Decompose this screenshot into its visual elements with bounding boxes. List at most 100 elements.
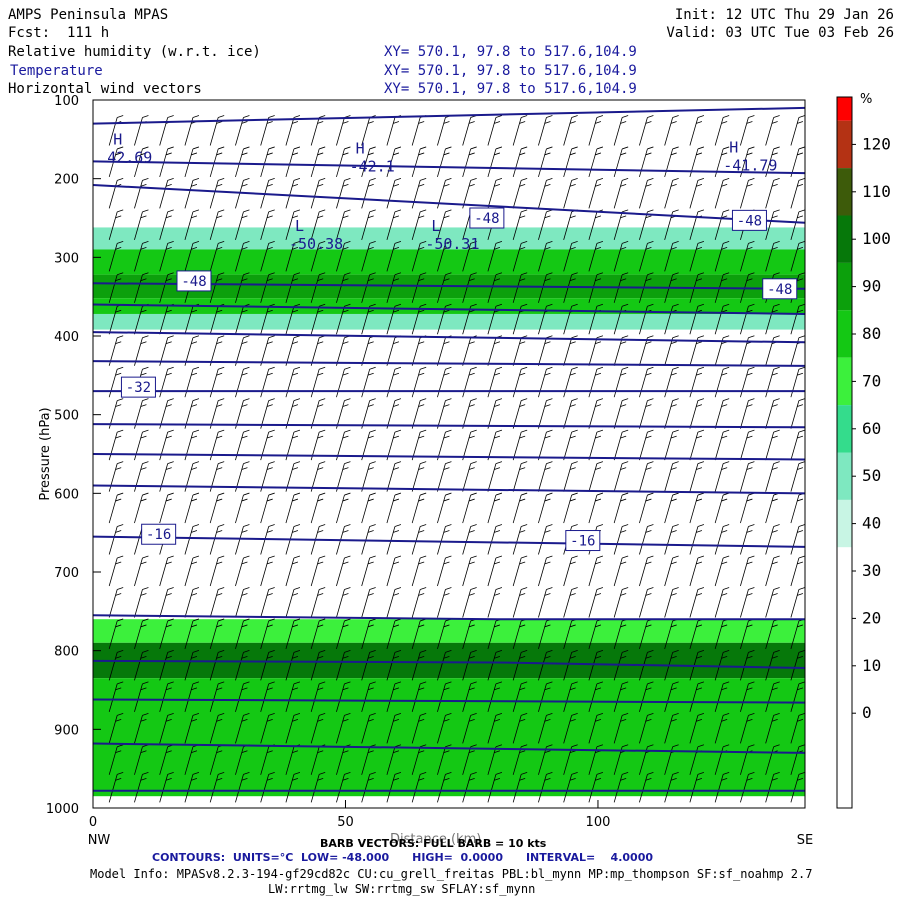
wind-barb bbox=[260, 712, 275, 744]
wind-barb bbox=[790, 240, 806, 272]
wind-barb bbox=[563, 398, 578, 429]
wind-barb bbox=[714, 240, 730, 272]
wind-barb bbox=[310, 303, 326, 335]
colorbar-label: 10 bbox=[862, 656, 881, 675]
wind-barb bbox=[310, 771, 326, 803]
wind-barb bbox=[588, 240, 604, 272]
wind-barb bbox=[512, 272, 528, 303]
wind-barb bbox=[588, 555, 604, 587]
wind-barb bbox=[563, 240, 578, 272]
wind-barb bbox=[538, 650, 553, 681]
wind-barb bbox=[235, 587, 250, 618]
wind-barb bbox=[563, 461, 578, 492]
wind-barb bbox=[689, 240, 705, 272]
wind-barb bbox=[285, 209, 301, 240]
colorbar-label: 50 bbox=[862, 466, 881, 485]
wind-barb bbox=[639, 650, 654, 681]
y-tick-label: 800 bbox=[54, 645, 79, 660]
wind-barb bbox=[209, 771, 225, 803]
wind-barb bbox=[310, 115, 326, 146]
x-end-label-nw: NW bbox=[88, 833, 111, 848]
wind-barb bbox=[285, 771, 301, 803]
wind-barb bbox=[260, 587, 275, 618]
wind-barb bbox=[437, 712, 452, 744]
wind-barb bbox=[108, 712, 124, 744]
wind-barb bbox=[538, 744, 553, 775]
wind-barb bbox=[134, 461, 149, 492]
colorbar-swatch bbox=[837, 310, 852, 358]
wind-barb bbox=[512, 744, 528, 775]
wind-barb bbox=[336, 461, 351, 492]
colorbar-label: 120 bbox=[862, 134, 891, 153]
wind-barb bbox=[134, 178, 149, 209]
wind-barb bbox=[209, 587, 225, 618]
plot-frame bbox=[92, 99, 806, 809]
wind-barb bbox=[639, 587, 654, 618]
wind-barb bbox=[310, 146, 326, 178]
wind-barb bbox=[361, 146, 376, 178]
wind-barb bbox=[209, 115, 225, 146]
extremum-value: -42.1 bbox=[350, 157, 395, 175]
wind-barb bbox=[184, 524, 200, 555]
wind-barb bbox=[209, 681, 225, 712]
wind-barb bbox=[134, 209, 149, 240]
wind-barb bbox=[386, 555, 402, 587]
wind-barb bbox=[209, 146, 225, 178]
contour-label-box bbox=[120, 376, 156, 398]
wind-barb bbox=[588, 650, 604, 681]
wind-barb bbox=[714, 587, 730, 618]
wind-barb bbox=[361, 272, 376, 303]
wind-barb bbox=[209, 524, 225, 555]
x-tick-label: 50 bbox=[337, 815, 354, 830]
wind-barb bbox=[411, 712, 427, 744]
model-title: AMPS Peninsula MPAS bbox=[8, 7, 169, 23]
rh-layer-band bbox=[93, 200, 805, 228]
extremum-marker: H bbox=[729, 139, 738, 157]
wind-barb bbox=[613, 240, 629, 272]
wind-barb bbox=[437, 366, 452, 398]
wind-barb bbox=[235, 771, 250, 803]
wind-barb bbox=[740, 115, 755, 146]
wind-barb bbox=[437, 744, 452, 775]
wind-barb bbox=[159, 240, 174, 272]
wind-barb bbox=[689, 492, 705, 524]
wind-barb bbox=[108, 744, 124, 775]
wind-barb bbox=[336, 650, 351, 681]
wind-barb bbox=[512, 146, 528, 178]
wind-barb bbox=[134, 272, 149, 303]
wind-barb bbox=[235, 366, 250, 398]
wind-barb bbox=[462, 712, 477, 744]
wind-barb bbox=[437, 303, 452, 335]
wind-barb bbox=[437, 650, 452, 681]
wind-barb bbox=[462, 461, 477, 492]
wind-barb bbox=[108, 771, 124, 803]
wind-barb bbox=[689, 335, 705, 366]
temperature-contour bbox=[92, 484, 806, 495]
wind-barb bbox=[487, 681, 503, 712]
y-axis-label: Pressure (hPa) bbox=[38, 407, 53, 500]
colorbar-swatch bbox=[837, 215, 852, 263]
wind-barb bbox=[159, 555, 174, 587]
wind-barb bbox=[563, 771, 578, 803]
wind-barb bbox=[285, 618, 301, 650]
wind-barb bbox=[209, 272, 225, 303]
wind-barb bbox=[386, 366, 402, 398]
wind-barb bbox=[639, 146, 654, 178]
field-label-temperature: Temperature bbox=[10, 63, 103, 79]
wind-barb bbox=[588, 366, 604, 398]
wind-barb bbox=[134, 240, 149, 272]
extremum-value: -41.79 bbox=[723, 157, 777, 175]
wind-barb bbox=[714, 492, 730, 524]
wind-barb bbox=[538, 587, 553, 618]
wind-barb bbox=[235, 650, 250, 681]
wind-barb bbox=[512, 240, 528, 272]
wind-barb bbox=[361, 461, 376, 492]
wind-barb bbox=[184, 712, 200, 744]
wind-barb bbox=[260, 335, 275, 366]
wind-barb bbox=[613, 771, 629, 803]
wind-barb bbox=[765, 555, 780, 587]
wind-barb bbox=[159, 492, 174, 524]
wind-barb bbox=[134, 115, 149, 146]
colorbar-swatch bbox=[837, 262, 852, 311]
wind-barb bbox=[512, 398, 528, 429]
